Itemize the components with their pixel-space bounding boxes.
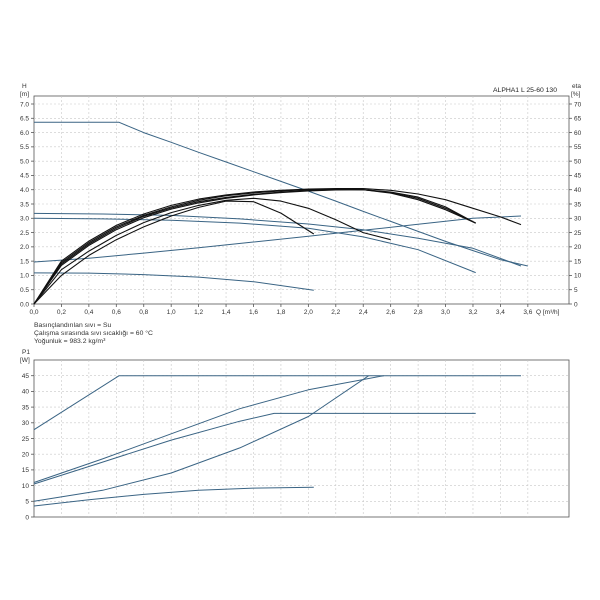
head-curve-4 <box>33 272 314 291</box>
x-tick-label: 3,4 <box>496 309 505 316</box>
y-tick-label: 2.5 <box>20 230 29 237</box>
power-curve-0 <box>33 375 521 431</box>
note-density: Yoğunluk = 983.2 kg/m³ <box>34 338 106 345</box>
y-tick-label: 1.5 <box>20 258 29 265</box>
y-tick-label: 2.0 <box>20 244 29 251</box>
y2-tick-label: 50 <box>574 158 582 165</box>
x-tick-label: 0,6 <box>112 309 121 316</box>
y2-tick-label: 45 <box>574 173 582 180</box>
y-tick-label: 15 <box>22 467 30 474</box>
y2-tick-label: 25 <box>574 230 582 237</box>
power-chart-series <box>33 375 521 507</box>
efficiency-curve-6 <box>33 188 476 305</box>
x-tick-label: 1,8 <box>276 309 285 316</box>
y2-tick-label: 35 <box>574 201 582 208</box>
head-chart-ticks: 0,0 0,2 0,4 0,6 0,8 1,0 1,2 1,4 1,6 1,8 2,0 2,2 2,4 2… <box>20 101 582 316</box>
y-tick-label: 6.5 <box>20 116 29 123</box>
power-curve-4 <box>33 486 314 507</box>
power-chart-ticks: 0 5 10 15 20 25 30 35 40 45 <box>22 373 34 521</box>
x-tick-label: 0,2 <box>57 309 66 316</box>
y-tick-label: 35 <box>22 404 30 411</box>
head-curve-3 <box>33 217 476 274</box>
head-chart-grid <box>34 96 569 304</box>
y2-tick-label: 70 <box>574 101 582 108</box>
y-tick-label: 4.0 <box>20 187 29 194</box>
head-efficiency-chart: H [m] eta [%] ALPHA1 L 25-60 130 Q [m³/h… <box>20 83 581 316</box>
y-tick-label: 1.0 <box>20 273 29 280</box>
head-chart-series <box>33 121 528 305</box>
efficiency-curve-8 <box>33 189 476 305</box>
power-curve-1 <box>33 375 384 483</box>
note-temperature: Çalışma sırasında sıvı sıcaklığı = 60 °C <box>34 329 153 337</box>
power-chart: P1 [W] <box>20 349 570 518</box>
y-tick-label: 3.0 <box>20 216 29 223</box>
y-tick-label: 7.0 <box>20 101 29 108</box>
y2-tick-label: 65 <box>574 116 582 123</box>
x-tick-label: 3,6 <box>523 309 532 316</box>
chart-title: ALPHA1 L 25-60 130 <box>493 87 557 94</box>
y-axis-unit-m: [m] <box>20 91 29 98</box>
head-chart-frame <box>33 95 570 305</box>
x-tick-label: 2,8 <box>414 309 423 316</box>
y-axis-title-p1: P1 <box>22 349 30 356</box>
y2-tick-label: 15 <box>574 258 582 265</box>
head-curve-1 <box>33 215 522 263</box>
y2-tick-label: 40 <box>574 187 582 194</box>
y2-tick-label: 55 <box>574 144 582 151</box>
y-tick-label: 30 <box>22 420 30 427</box>
efficiency-curve-10 <box>33 200 315 305</box>
x-tick-label: 2,0 <box>304 309 313 316</box>
y-tick-label: 45 <box>22 373 30 380</box>
y-tick-label: 4.5 <box>20 173 29 180</box>
y2-tick-label: 20 <box>574 244 582 251</box>
x-tick-label: 2,4 <box>359 309 368 316</box>
y-tick-label: 3.5 <box>20 201 29 208</box>
efficiency-curve-7 <box>33 189 476 305</box>
power-curve-3 <box>33 375 369 502</box>
y2-tick-label: 5 <box>574 287 578 294</box>
x-tick-label: 2,6 <box>386 309 395 316</box>
x-tick-label: 2,2 <box>331 309 340 316</box>
y-tick-label: 0.0 <box>20 301 29 308</box>
y-tick-label: 0.5 <box>20 287 29 294</box>
y-tick-label: 40 <box>22 389 30 396</box>
efficiency-curve-9 <box>33 197 391 305</box>
y-tick-label: 5.0 <box>20 158 29 165</box>
note-fluid: Basınçlandırılan sıvı = Su <box>34 322 111 329</box>
x-tick-label: 0,0 <box>29 309 38 316</box>
power-chart-grid <box>34 360 569 517</box>
x-tick-label: 3,0 <box>441 309 450 316</box>
y-tick-label: 5.5 <box>20 144 29 151</box>
y-axis-unit-w: [W] <box>20 357 30 364</box>
y2-tick-label: 30 <box>574 216 582 223</box>
head-curve-2 <box>33 212 522 267</box>
x-tick-label: 3,2 <box>468 309 477 316</box>
y2-axis-unit-percent: [%] <box>571 91 581 98</box>
y-tick-label: 6.0 <box>20 130 29 137</box>
y-tick-label: 0 <box>25 514 29 521</box>
y2-tick-label: 10 <box>574 273 582 280</box>
x-axis-title: Q [m³/h] <box>536 309 560 316</box>
y-tick-label: 5 <box>25 499 29 506</box>
efficiency-curve-5 <box>33 188 522 305</box>
y-tick-label: 20 <box>22 452 30 459</box>
x-tick-label: 1,4 <box>222 309 231 316</box>
y2-tick-label: 0 <box>574 301 578 308</box>
x-tick-label: 0,8 <box>139 309 148 316</box>
y2-tick-label: 60 <box>574 130 582 137</box>
x-tick-label: 1,2 <box>194 309 203 316</box>
x-tick-label: 0,4 <box>84 309 93 316</box>
x-tick-label: 1,0 <box>167 309 176 316</box>
y-axis-title-h: H <box>22 83 27 90</box>
x-tick-label: 1,6 <box>249 309 258 316</box>
y-tick-label: 10 <box>22 483 30 490</box>
fluid-notes: Basınçlandırılan sıvı = Su Çalışma sıras… <box>34 322 153 345</box>
power-curve-2 <box>33 412 476 485</box>
y2-axis-title-eta: eta <box>572 83 581 90</box>
y-tick-label: 25 <box>22 436 30 443</box>
